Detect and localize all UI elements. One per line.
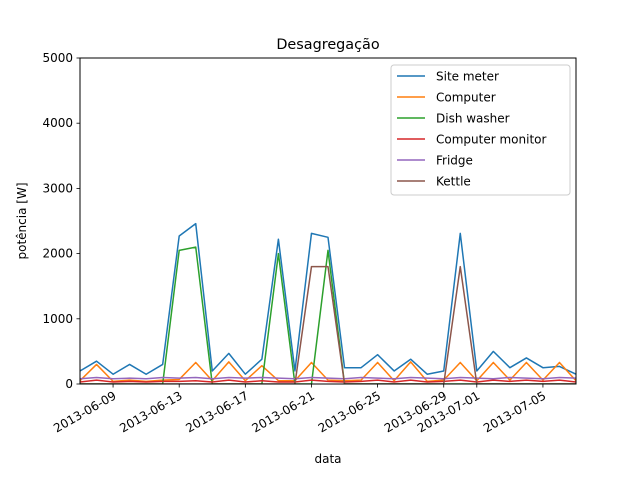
series-line-0 (80, 222, 576, 375)
y-tick-label: 0 (65, 377, 73, 391)
y-tick-label: 2000 (42, 247, 73, 261)
series-line-5 (80, 265, 576, 384)
y-tick-label: 1000 (42, 312, 73, 326)
legend-label: Dish washer (436, 112, 510, 126)
legend: Site meter Computer Dish washer Computer mo… (390, 64, 571, 196)
legend-label: Fridge (436, 154, 473, 168)
x-axis-label: data (314, 452, 341, 466)
series-line-2 (80, 246, 576, 384)
y-axis-ticks: 0 1000 2000 3000 4000 5000 (42, 51, 80, 391)
series-layer (80, 222, 576, 384)
legend-label: Site meter (436, 70, 499, 84)
chart-title: Desagregação (276, 37, 380, 53)
series-line-4 (80, 376, 576, 380)
y-axis-label: potência [W] (15, 183, 29, 260)
y-tick-label: 3000 (42, 181, 73, 195)
y-tick-label: 4000 (42, 116, 73, 130)
series-line-3 (80, 379, 576, 383)
legend-frame (390, 64, 571, 196)
legend-label: Computer monitor (436, 133, 546, 147)
axes-frame (79, 57, 577, 385)
legend-label: Computer (436, 91, 496, 105)
legend-items: Site meter Computer Dish washer Computer mo… (397, 70, 546, 189)
y-tick-label: 5000 (42, 51, 73, 65)
legend-label: Kettle (436, 175, 471, 189)
